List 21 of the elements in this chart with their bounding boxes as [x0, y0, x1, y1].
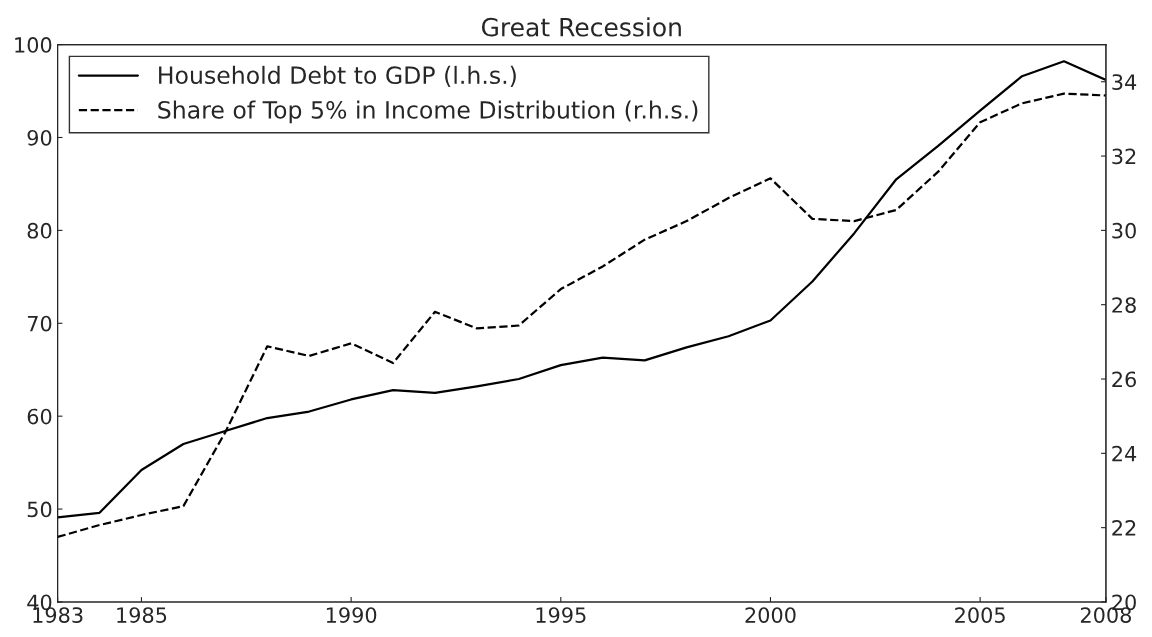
y-tick-label: 70 — [27, 315, 52, 332]
y2-tick-label: 34 — [1112, 74, 1137, 90]
y-tick-label: 60 — [27, 408, 52, 425]
x-tick-label: 1995 — [536, 607, 586, 623]
chart-title: Great Recession — [481, 17, 681, 37]
legend-label: Household Debt to GDP (l.h.s.) — [159, 65, 516, 87]
y-tick-label: 80 — [27, 222, 52, 239]
y2-tick-label: 30 — [1112, 222, 1136, 239]
x-tick-label: 2005 — [955, 607, 1005, 623]
y-tick-label: 50 — [27, 501, 52, 518]
y2-tick-label: 24 — [1112, 445, 1137, 462]
legend-label: Share of Top 5% in Income Distribution (r.h.s.) — [158, 100, 698, 124]
y-tick-label: 100 — [15, 37, 52, 53]
x-tick-label: 1985 — [117, 607, 167, 623]
x-tick-label: 1990 — [326, 607, 377, 623]
y2-tick-label: 26 — [1112, 371, 1136, 388]
y-tick-label: 90 — [27, 129, 52, 146]
y2-tick-label: 32 — [1112, 148, 1136, 165]
y2-tick-label: 28 — [1112, 297, 1136, 313]
x-tick-label: 2000 — [745, 607, 796, 623]
y2-tick-label: 22 — [1112, 520, 1136, 536]
